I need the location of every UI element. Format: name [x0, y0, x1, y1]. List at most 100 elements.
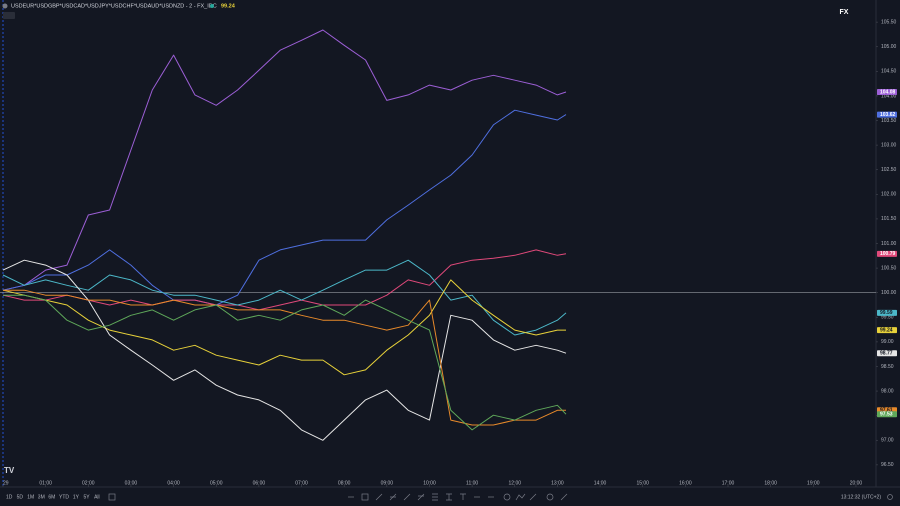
y-tick-label: 99.50	[881, 315, 894, 321]
range-button[interactable]: 3M	[38, 494, 45, 500]
range-button[interactable]: 1D	[6, 494, 13, 500]
range-button[interactable]: 5Y	[84, 494, 91, 500]
last-value-label: 99.59	[880, 310, 893, 316]
y-tick-label: 98.50	[881, 364, 894, 370]
x-tick-label: 17:00	[722, 480, 735, 486]
tool-icon[interactable]	[546, 493, 554, 501]
last-value-label: 99.24	[880, 327, 893, 333]
header-value: 99.24	[221, 3, 236, 9]
y-tick-label: 105.50	[881, 19, 897, 25]
x-tick-label: 01:00	[39, 480, 52, 486]
range-button[interactable]: 6M	[48, 494, 55, 500]
series-line	[2, 259, 567, 441]
tool-icon[interactable]	[403, 493, 411, 501]
last-value-box	[877, 111, 897, 118]
last-value-box	[877, 327, 897, 334]
y-tick-label: 102.00	[881, 192, 897, 198]
settings-icon[interactable]	[887, 494, 893, 500]
tool-icon[interactable]	[515, 493, 526, 501]
range-button[interactable]: 1M	[27, 494, 34, 500]
x-tick-label: 18:00	[764, 480, 777, 486]
last-value-box	[877, 250, 897, 257]
last-value-label: 104.08	[880, 89, 896, 95]
x-tick-label: 14:00	[594, 480, 607, 486]
x-tick-label: 04:00	[167, 480, 180, 486]
tv-logo: TV	[4, 466, 15, 475]
last-value-box	[877, 88, 897, 95]
x-tick-label: 05:00	[210, 480, 223, 486]
x-tick-label: 12:00	[509, 480, 522, 486]
x-tick-label: 11:00	[466, 480, 478, 486]
x-tick-label: 13:00	[551, 480, 564, 486]
tool-icon[interactable]	[503, 493, 511, 501]
y-tick-label: 104.50	[881, 69, 897, 75]
menu-icon[interactable]	[2, 3, 8, 9]
y-tick-label: 101.50	[881, 216, 897, 222]
y-tick-label: 102.50	[881, 167, 897, 173]
y-tick-label: 100.50	[881, 265, 897, 271]
exchange-badge: FX	[840, 9, 849, 16]
x-tick-label: 15:00	[636, 480, 649, 486]
y-tick-label: 98.00	[881, 388, 894, 394]
tool-icon[interactable]	[529, 493, 537, 501]
last-value-box	[877, 350, 897, 357]
x-tick-label: 08:00	[338, 480, 351, 486]
series-line	[3, 294, 567, 431]
series-line	[2, 29, 567, 291]
bottom-toolbar	[0, 489, 900, 506]
tool-icon[interactable]	[432, 493, 438, 501]
last-value-label: 97.53	[880, 412, 893, 418]
tool-icon[interactable]	[460, 493, 466, 500]
series-line	[2, 249, 567, 311]
y-tick-label: 103.00	[881, 142, 897, 148]
x-tick-label: 02:00	[82, 480, 95, 486]
tool-icon[interactable]	[389, 493, 397, 501]
x-tick-label: 07:00	[295, 480, 308, 486]
series-line	[2, 279, 566, 376]
y-tick-label: 97.00	[881, 438, 894, 444]
last-value-box	[877, 411, 897, 418]
y-tick-label: 100.00	[881, 290, 897, 296]
last-value-label: 103.62	[880, 112, 896, 118]
tool-icon[interactable]	[361, 493, 369, 501]
collapse-button[interactable]	[3, 12, 15, 19]
y-tick-label: 99.00	[881, 339, 894, 345]
y-tick-label: 105.00	[881, 44, 897, 50]
y-tick-label: 101.00	[881, 241, 897, 247]
last-value-box	[877, 309, 897, 316]
x-tick-label: 09:00	[381, 480, 394, 486]
series-line	[3, 289, 566, 426]
x-tick-label: 10:00	[423, 480, 436, 486]
last-value-label: 97.61	[880, 408, 893, 414]
range-button[interactable]: All	[94, 494, 100, 500]
last-value-label: 98.77	[880, 351, 893, 357]
range-button[interactable]: YTD	[59, 494, 69, 500]
tool-icon[interactable]	[375, 493, 383, 501]
tool-icon[interactable]	[560, 493, 568, 501]
x-tick-label: 03:00	[125, 480, 138, 486]
tool-icon[interactable]	[417, 493, 425, 501]
y-tick-label: 104.00	[881, 93, 897, 99]
plot-area	[0, 29, 876, 441]
x-tick-label: 16:00	[679, 480, 692, 486]
y-tick-label: 103.50	[881, 118, 897, 124]
tool-icon[interactable]	[446, 493, 452, 501]
last-value-label: 100.79	[880, 251, 896, 257]
range-button[interactable]: 1Y	[73, 494, 80, 500]
symbol-title: USDEUR*USDGBP*USDCAD*USDJPY*USDCHF*USDAU…	[11, 3, 217, 9]
range-button[interactable]: 5D	[17, 494, 24, 500]
drawing-tools	[348, 493, 568, 501]
clock: 13:12:32 (UTC+2)	[841, 494, 881, 500]
x-tick-label: 06:00	[253, 480, 266, 486]
axes: 96.5097.0097.5098.0098.5099.0099.50100.0…	[2, 19, 897, 487]
range-buttons: 1D 5D 1M 3M 6M YTD 1Y 5Y All	[6, 494, 100, 500]
series-line	[2, 109, 567, 306]
x-tick-label: 19:00	[807, 480, 820, 486]
status-dot	[210, 4, 214, 8]
x-tick-label: 29	[3, 480, 9, 486]
date-range-icon[interactable]	[108, 493, 116, 501]
x-tick-label: 20:00	[850, 480, 863, 486]
y-tick-label: 96.50	[881, 462, 894, 468]
